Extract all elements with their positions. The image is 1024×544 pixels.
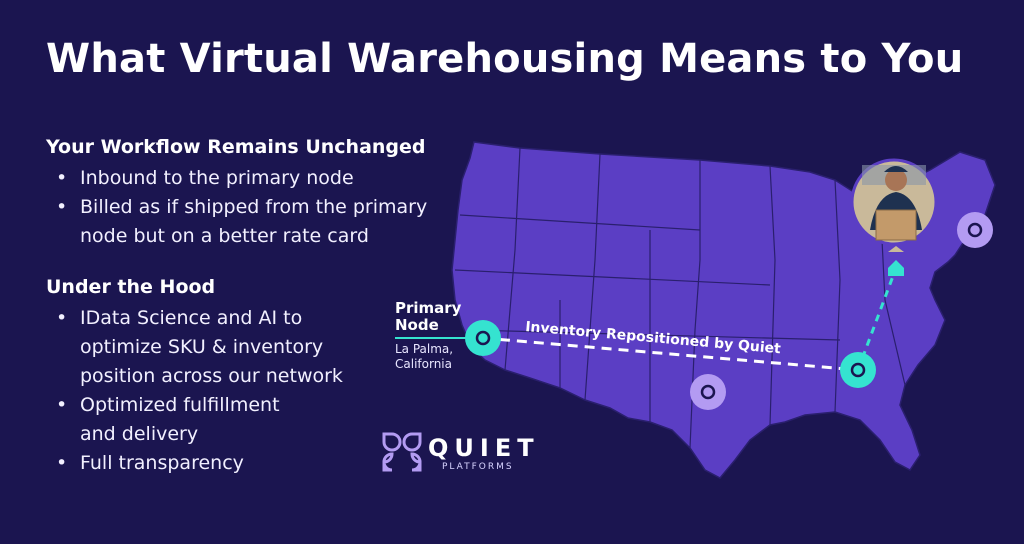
logo-name: QUIET bbox=[428, 434, 540, 462]
primary-node bbox=[465, 320, 501, 356]
pin-house-icon bbox=[888, 260, 904, 276]
list-item: Billed as if shipped from the primary no… bbox=[56, 193, 470, 251]
list-item: Full transparency bbox=[56, 449, 376, 478]
workflow-list: Inbound to the primary node Billed as if… bbox=[46, 164, 470, 251]
list-item: IData Science and AI to optimize SKU & i… bbox=[56, 304, 376, 391]
hood-heading: Under the Hood bbox=[46, 276, 216, 298]
hood-section: Under the Hood IData Science and AI to o… bbox=[46, 276, 376, 478]
state-lines bbox=[454, 147, 906, 449]
texas-node bbox=[690, 374, 726, 410]
route-up-line bbox=[856, 267, 898, 371]
northeast-node bbox=[957, 212, 993, 248]
hood-list: IData Science and AI to optimize SKU & i… bbox=[46, 304, 376, 478]
list-item: Inbound to the primary node bbox=[56, 164, 470, 193]
delivery-person-avatar bbox=[850, 158, 938, 252]
primary-node-label: Primary Node bbox=[395, 299, 462, 334]
logo-tagline: PLATFORMS bbox=[442, 462, 514, 472]
workflow-heading: Your Workflow Remains Unchanged bbox=[46, 136, 426, 158]
route-line bbox=[482, 336, 859, 372]
list-item: Optimized fulfillment and delivery bbox=[56, 391, 320, 449]
workflow-section: Your Workflow Remains Unchanged Inbound … bbox=[46, 136, 470, 251]
primary-node-location: La Palma, California bbox=[395, 342, 454, 371]
southeast-node bbox=[840, 352, 876, 388]
page-title: What Virtual Warehousing Means to You bbox=[46, 36, 964, 82]
quiet-logo-icon bbox=[382, 432, 422, 472]
